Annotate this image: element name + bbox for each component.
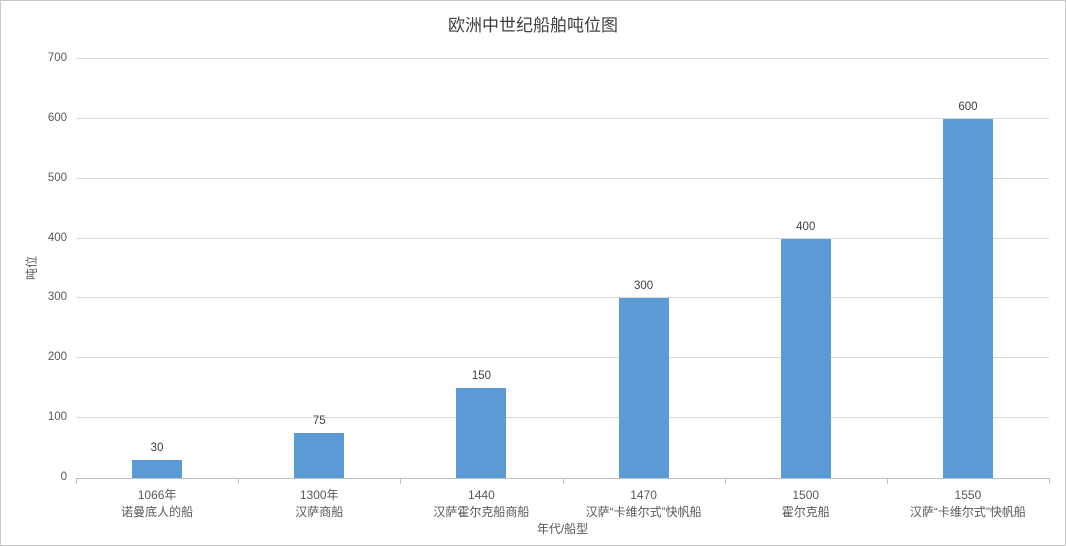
- gridline: [76, 117, 1049, 119]
- y-tick-label: 700: [47, 52, 67, 64]
- x-tick-label: 1550 汉萨“卡维尔式”快帆船: [887, 487, 1049, 521]
- x-tick-label-line: 霍尔克船: [781, 505, 830, 519]
- x-tick-label-line: 1470: [630, 488, 657, 502]
- y-tick-label: 400: [47, 231, 67, 244]
- gridline: [76, 357, 1049, 359]
- x-tick-mark: [887, 478, 888, 484]
- y-tick-label: 300: [47, 291, 67, 304]
- x-tick-label-line: 1500: [792, 488, 820, 502]
- x-tick-label: 1500 霍尔克船: [725, 487, 887, 521]
- x-tick-label-line: 1300年: [299, 488, 339, 502]
- x-tick-mark: [725, 478, 726, 484]
- x-tick-label-line: 汉萨“卡维尔式”快帆船: [585, 505, 702, 519]
- bar-value-label: 300: [633, 280, 654, 292]
- x-tick-label: 1440 汉萨霍尔克船商船: [400, 487, 562, 521]
- bar-value-label: 75: [312, 415, 326, 427]
- x-tick-label: 1300年汉萨商船: [238, 487, 400, 521]
- y-tick-label: 0: [60, 471, 67, 483]
- bar: [942, 119, 993, 478]
- x-tick-label-line: 1066年: [137, 488, 177, 502]
- bar-value-label: 30: [150, 442, 164, 454]
- bar-value-label: 150: [471, 370, 491, 382]
- x-tick-mark: [400, 478, 401, 484]
- y-tick-label: 100: [47, 411, 67, 424]
- bar: [294, 433, 345, 478]
- y-tick-label: 600: [47, 111, 67, 124]
- chart-title: 欧洲中世纪船舶吨位图: [448, 16, 618, 36]
- x-tick-label: 1066年诺曼底人的船: [76, 487, 238, 521]
- y-tick-label: 200: [47, 351, 67, 364]
- x-tick-mark: [76, 478, 77, 484]
- gridline: [76, 58, 1049, 59]
- bar-value-label: 400: [796, 221, 816, 233]
- x-tick-label-line: 1440: [468, 488, 495, 502]
- x-tick-label-line: 1550: [954, 488, 982, 502]
- gridline: [76, 297, 1049, 299]
- bar: [132, 460, 183, 478]
- gridline: [76, 417, 1049, 419]
- x-tick-mark: [563, 478, 564, 484]
- x-tick-label-line: 诺曼底人的船: [121, 505, 194, 519]
- y-tick-label: 500: [47, 171, 67, 184]
- plot-area: 30 75 150 300 400 600: [76, 58, 1049, 479]
- y-axis-title: 吨位: [24, 255, 39, 281]
- bar-value-label: 600: [958, 101, 978, 113]
- x-tick-label-line: 汉萨“卡维尔式”快帆船: [909, 505, 1026, 519]
- bar: [618, 298, 669, 478]
- x-axis-title: 年代/船型: [536, 522, 589, 536]
- gridline: [76, 237, 1049, 239]
- bar: [456, 388, 507, 478]
- x-tick-label: 1470 汉萨“卡维尔式”快帆船: [563, 487, 725, 521]
- x-tick-label-line: 汉萨霍尔克船商船: [433, 505, 530, 519]
- gridline: [76, 177, 1049, 179]
- x-tick-mark: [238, 478, 239, 484]
- bar: [780, 239, 831, 478]
- x-tick-mark: [1049, 478, 1050, 484]
- x-tick-label-line: 汉萨商船: [295, 505, 344, 519]
